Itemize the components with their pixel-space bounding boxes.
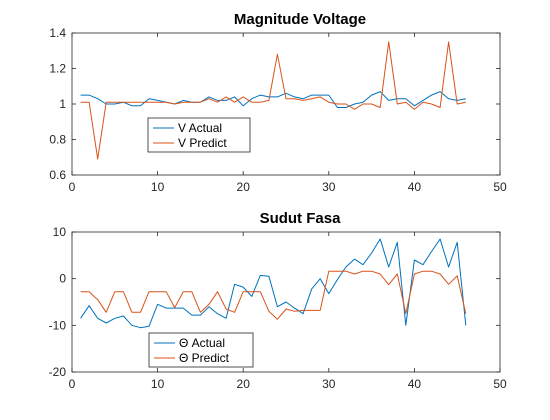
y-tick-label: 1.4: [49, 26, 66, 40]
x-tick-label: 10: [151, 377, 165, 391]
x-tick-label: 20: [237, 180, 251, 194]
sudut-fasa-chart: Sudut Fasa 0 10 20 30 40 50 -20 -10 0 10 Θ ActualΘ…: [49, 210, 507, 391]
x-tick-label: 20: [237, 377, 251, 391]
x-tick-label: 0: [69, 180, 76, 194]
y-tick-label: -20: [49, 365, 67, 379]
x-tick-label: 50: [493, 377, 507, 391]
chart-title: Magnitude Voltage: [234, 11, 366, 28]
x-tick-label: 30: [322, 180, 336, 194]
y-tick-label: 10: [53, 225, 67, 239]
axes-box: [71, 231, 501, 373]
x-tick-label: 40: [408, 180, 422, 194]
magnitude-voltage-chart: Magnitude Voltage 0 10 20 30 40 50 0.6 0.8 1 1.2 1…: [49, 11, 507, 194]
x-tick-label: 0: [69, 377, 76, 391]
legend-box: [147, 117, 251, 153]
legend-label: V Predict: [178, 136, 227, 150]
x-tick-label: 30: [322, 377, 336, 391]
y-tick-label: 0: [59, 272, 66, 286]
y-tick-label: -10: [49, 318, 67, 332]
x-tick-label: 10: [151, 180, 165, 194]
x-tick-label: 40: [408, 377, 422, 391]
y-tick-label: 0.8: [49, 133, 66, 147]
series-line-actual: [80, 238, 467, 329]
series-line-predict: [80, 270, 467, 320]
x-tick-label: 50: [493, 180, 507, 194]
y-tick-label: 1.2: [49, 62, 66, 76]
y-tick-label: 0.6: [49, 168, 66, 182]
legend-label: Θ Actual: [179, 336, 225, 350]
legend-box: [148, 332, 254, 368]
y-tick-label: 1: [59, 97, 66, 111]
legend-label: Θ Predict: [179, 351, 230, 365]
chart-title: Sudut Fasa: [260, 210, 342, 227]
legend-label: V Actual: [178, 121, 222, 135]
series-line-predict: [80, 41, 466, 160]
